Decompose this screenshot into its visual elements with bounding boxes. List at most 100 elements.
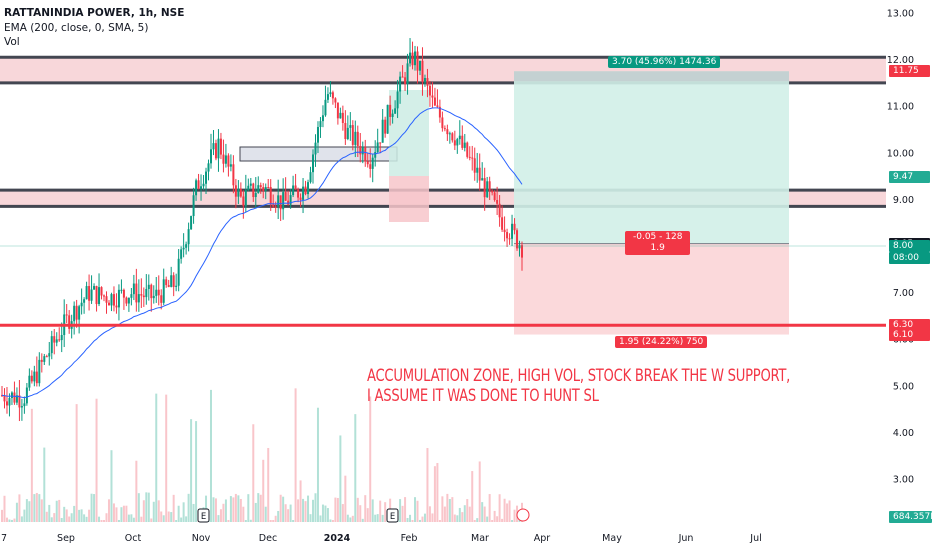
volume-bar-170 bbox=[423, 513, 426, 522]
volume-bar-176 bbox=[438, 520, 441, 522]
volume-bar-54 bbox=[135, 460, 138, 522]
volume-bar-51 bbox=[127, 514, 130, 522]
candle-body-68 bbox=[170, 275, 173, 287]
volume-bar-0 bbox=[1, 509, 3, 522]
volume-bar-174 bbox=[433, 466, 436, 522]
volume-bar-120 bbox=[299, 480, 302, 522]
volume-bar-167 bbox=[416, 500, 419, 522]
volume-bar-141 bbox=[351, 515, 354, 522]
candle-body-160 bbox=[399, 76, 402, 92]
current-pnl-line-1: -0.05 - 128 bbox=[633, 232, 683, 242]
volume-bar-33 bbox=[83, 514, 86, 522]
candle-body-29 bbox=[73, 305, 76, 322]
candle-body-170 bbox=[423, 78, 426, 83]
y-tick-6: 7.00 bbox=[893, 288, 914, 299]
support-lines bbox=[0, 245, 886, 327]
volume-bar-76 bbox=[190, 419, 193, 522]
volume-bar-188 bbox=[468, 506, 471, 522]
volume-bar-108 bbox=[269, 520, 272, 522]
candle-body-84 bbox=[209, 149, 212, 164]
stop-label[interactable]: 1.95 (24.22%) 750 bbox=[615, 336, 708, 348]
candle-body-133 bbox=[331, 92, 334, 99]
volume-bar-121 bbox=[302, 498, 305, 522]
candle-body-155 bbox=[386, 104, 389, 134]
volume-bar-48 bbox=[120, 507, 123, 522]
candle-body-109 bbox=[272, 204, 275, 207]
volume-bar-189 bbox=[471, 471, 474, 522]
volume-bar-1 bbox=[3, 495, 6, 522]
candle-body-17 bbox=[43, 356, 46, 362]
volume-bar-71 bbox=[177, 505, 180, 522]
candle-body-135 bbox=[336, 102, 339, 119]
candle-body-209 bbox=[521, 245, 523, 258]
volume-bar-152 bbox=[379, 500, 382, 522]
volume-bar-179 bbox=[446, 493, 449, 522]
candle-body-126 bbox=[314, 142, 317, 155]
candle-body-100 bbox=[249, 183, 252, 186]
candle-body-53 bbox=[132, 283, 135, 295]
volume-bar-125 bbox=[312, 499, 315, 522]
candle-body-189 bbox=[471, 157, 474, 159]
candle-body-3 bbox=[8, 398, 11, 406]
y-tick-3: 10.00 bbox=[887, 148, 914, 159]
candle-body-31 bbox=[78, 306, 81, 320]
candle-body-19 bbox=[48, 353, 51, 357]
candle-body-85 bbox=[212, 143, 215, 150]
candle-body-207 bbox=[516, 230, 519, 249]
candle-body-46 bbox=[115, 305, 118, 308]
volume-bar-122 bbox=[304, 501, 307, 522]
text-annotation[interactable]: ACCUMULATION ZONE, HIGH VOL, STOCK BREAK… bbox=[367, 366, 790, 406]
volume-bar-196 bbox=[488, 494, 491, 522]
volume-bar-46 bbox=[115, 507, 118, 522]
volume-bar-164 bbox=[409, 514, 412, 522]
candle-body-206 bbox=[513, 223, 516, 231]
candle-body-23 bbox=[58, 339, 61, 341]
candle-body-55 bbox=[137, 294, 140, 303]
zones-layer bbox=[0, 55, 886, 222]
candle-body-67 bbox=[167, 285, 170, 287]
candle-body-108 bbox=[269, 187, 272, 205]
candle-body-194 bbox=[483, 178, 486, 198]
candle-body-183 bbox=[456, 139, 459, 146]
volume-bar-118 bbox=[294, 388, 297, 522]
candle-body-66 bbox=[165, 279, 168, 286]
candle-body-14 bbox=[35, 371, 38, 384]
candle-body-174 bbox=[433, 97, 436, 106]
volume-legend[interactable]: Vol bbox=[4, 36, 20, 48]
candle-body-41 bbox=[103, 295, 106, 297]
candle-body-192 bbox=[478, 167, 481, 181]
volume-bar-205 bbox=[511, 520, 514, 522]
current-pnl-label[interactable]: -0.05 - 128 1.9 bbox=[625, 231, 691, 255]
volume-bar-69 bbox=[172, 494, 175, 522]
volume-bar-175 bbox=[436, 463, 439, 522]
candle-body-116 bbox=[289, 195, 292, 205]
candle-body-80 bbox=[200, 186, 203, 189]
ema-legend[interactable]: EMA (200, close, 0, SMA, 5) bbox=[4, 21, 149, 34]
volume-bar-41 bbox=[103, 520, 106, 522]
symbol-title[interactable]: RATTANINDIA POWER, 1h, NSE bbox=[4, 7, 185, 19]
volume-bar-206 bbox=[513, 509, 516, 522]
volume-bar-64 bbox=[160, 511, 163, 522]
candle-body-33 bbox=[83, 299, 86, 303]
volume-bar-169 bbox=[421, 516, 424, 522]
volume-bar-43 bbox=[107, 499, 110, 522]
volume-bar-58 bbox=[145, 492, 148, 522]
target-label[interactable]: 3.70 (45.96%) 1474.36 bbox=[608, 56, 721, 68]
candle-body-123 bbox=[307, 182, 310, 195]
candle-body-69 bbox=[172, 275, 175, 287]
candle-body-5 bbox=[13, 392, 16, 403]
volume-bar-201 bbox=[501, 518, 504, 522]
volume-bar-13 bbox=[33, 494, 36, 522]
candle-body-111 bbox=[277, 195, 280, 207]
volume-bar-21 bbox=[53, 513, 56, 522]
candle-body-172 bbox=[428, 85, 431, 96]
volume-bar-59 bbox=[147, 492, 150, 522]
volume-bar-191 bbox=[476, 518, 479, 522]
candle-body-202 bbox=[503, 229, 506, 233]
candle-body-199 bbox=[496, 200, 499, 204]
volume-bar-32 bbox=[80, 509, 83, 522]
volume-bar-204 bbox=[508, 500, 511, 522]
candle-body-114 bbox=[284, 192, 287, 201]
volume-bar-65 bbox=[162, 515, 165, 522]
